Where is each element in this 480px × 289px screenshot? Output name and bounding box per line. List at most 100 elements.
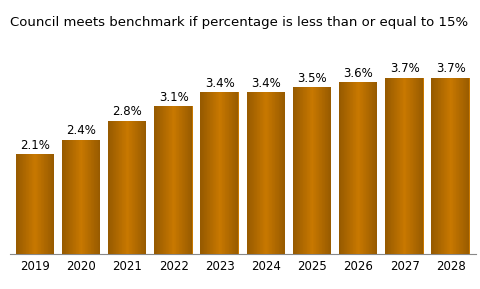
Bar xyxy=(446,78,447,254)
Bar xyxy=(16,154,17,254)
Bar xyxy=(418,78,419,254)
Bar xyxy=(339,82,340,254)
Bar xyxy=(323,87,324,254)
Bar xyxy=(126,121,127,254)
Bar xyxy=(397,78,398,254)
Bar xyxy=(248,92,249,254)
Bar xyxy=(325,87,326,254)
Bar xyxy=(302,87,303,254)
Bar xyxy=(68,140,69,254)
Bar xyxy=(113,121,114,254)
Bar xyxy=(341,82,342,254)
Bar xyxy=(415,78,416,254)
Bar xyxy=(157,106,158,254)
Bar xyxy=(279,92,280,254)
Bar xyxy=(67,140,68,254)
Bar xyxy=(269,92,270,254)
Bar xyxy=(344,82,345,254)
Bar xyxy=(22,154,23,254)
Bar xyxy=(268,92,269,254)
Bar xyxy=(438,78,439,254)
Bar xyxy=(42,154,43,254)
Bar xyxy=(213,92,214,254)
Bar xyxy=(120,121,121,254)
Bar xyxy=(235,92,236,254)
Bar xyxy=(236,92,237,254)
Bar xyxy=(364,82,365,254)
Bar xyxy=(402,78,403,254)
Bar xyxy=(252,92,253,254)
Bar xyxy=(312,87,313,254)
Bar xyxy=(278,92,279,254)
Bar xyxy=(390,78,391,254)
Bar xyxy=(442,78,443,254)
Bar xyxy=(466,78,467,254)
Bar xyxy=(437,78,438,254)
Bar xyxy=(347,82,348,254)
Bar xyxy=(221,92,222,254)
Bar xyxy=(73,140,74,254)
Bar xyxy=(124,121,125,254)
Bar xyxy=(416,78,417,254)
Bar xyxy=(115,121,116,254)
Bar xyxy=(64,140,65,254)
Bar xyxy=(399,78,400,254)
Bar xyxy=(167,106,168,254)
Bar xyxy=(51,154,52,254)
Bar xyxy=(184,106,185,254)
Bar xyxy=(123,121,124,254)
Bar xyxy=(175,106,176,254)
Bar xyxy=(385,78,423,254)
Bar xyxy=(326,87,327,254)
Bar xyxy=(16,154,54,254)
Bar xyxy=(304,87,305,254)
Bar xyxy=(181,106,182,254)
Bar xyxy=(116,121,117,254)
Bar xyxy=(355,82,356,254)
Bar xyxy=(413,78,414,254)
Bar xyxy=(229,92,230,254)
Bar xyxy=(200,92,201,254)
Bar xyxy=(52,154,53,254)
Bar xyxy=(343,82,344,254)
Bar xyxy=(185,106,186,254)
Bar xyxy=(368,82,369,254)
Bar xyxy=(420,78,421,254)
Bar xyxy=(280,92,281,254)
Bar xyxy=(77,140,78,254)
Bar xyxy=(431,78,432,254)
Bar xyxy=(247,92,284,254)
Bar xyxy=(96,140,97,254)
Text: 2.1%: 2.1% xyxy=(20,139,50,152)
Bar xyxy=(369,82,370,254)
Bar xyxy=(39,154,40,254)
Bar xyxy=(358,82,359,254)
Bar xyxy=(218,92,219,254)
Bar xyxy=(176,106,177,254)
Bar xyxy=(453,78,454,254)
Bar xyxy=(313,87,314,254)
Bar xyxy=(250,92,251,254)
Bar xyxy=(328,87,329,254)
Bar xyxy=(309,87,310,254)
Bar xyxy=(189,106,190,254)
Bar xyxy=(311,87,312,254)
Bar xyxy=(431,78,469,254)
Bar xyxy=(275,92,276,254)
Bar xyxy=(34,154,35,254)
Bar xyxy=(253,92,254,254)
Bar xyxy=(321,87,322,254)
Bar xyxy=(421,78,422,254)
Bar xyxy=(114,121,115,254)
Bar xyxy=(212,92,213,254)
Bar xyxy=(232,92,233,254)
Bar xyxy=(308,87,309,254)
Bar xyxy=(83,140,84,254)
Bar xyxy=(172,106,173,254)
Bar xyxy=(352,82,353,254)
Bar xyxy=(62,140,100,254)
Bar xyxy=(384,78,385,254)
Bar xyxy=(281,92,282,254)
Bar xyxy=(26,154,27,254)
Bar xyxy=(411,78,412,254)
